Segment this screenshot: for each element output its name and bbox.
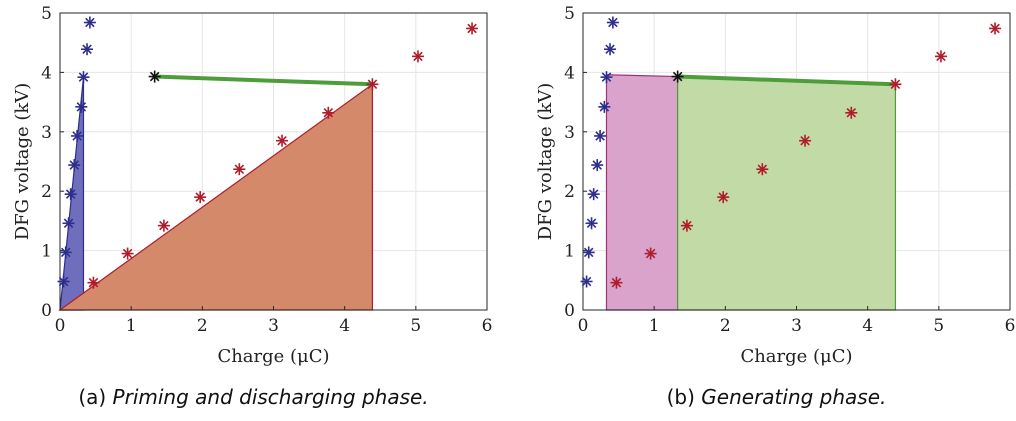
panel-a: 0 1 2 3 4 5 6 0 1 2 3 4 5 Charge (μC) DFG voltage (kV)… [12, 4, 492, 409]
y-tick-label: 3 [564, 123, 575, 143]
data-point [594, 129, 607, 142]
data-point [276, 134, 289, 147]
panel-b: 0 1 2 3 4 5 6 0 1 2 3 4 5 Charge (μC) DFG voltage (kV)… [535, 4, 1015, 409]
y-tick-label: 4 [41, 63, 52, 83]
x-tick-label: 4 [339, 316, 350, 336]
x-axis-label: Charge (μC) [740, 346, 852, 367]
data-point [68, 159, 81, 172]
area-0 [605, 74, 679, 311]
panel-caption: (a) Priming and discharging phase. [78, 385, 428, 409]
data-point [87, 276, 100, 289]
data-point [671, 70, 684, 83]
data-point [62, 217, 75, 230]
x-tick-label: 1 [126, 316, 137, 336]
data-point [57, 275, 70, 288]
y-tick-label: 0 [41, 301, 52, 321]
data-point [591, 159, 604, 172]
x-axis-label: Charge (μC) [217, 346, 329, 367]
data-point [322, 106, 335, 119]
data-point [989, 22, 1002, 35]
y-tick-label: 2 [41, 182, 52, 202]
x-tick-label: 0 [55, 316, 66, 336]
data-point [606, 16, 619, 29]
area-1 [677, 75, 897, 311]
x-tick-label: 0 [578, 316, 589, 336]
y-tick-label: 3 [41, 123, 52, 143]
x-tick-label: 2 [720, 316, 731, 336]
line-0 [677, 74, 896, 87]
data-point [717, 191, 730, 204]
data-point [59, 246, 72, 259]
data-point [121, 247, 134, 260]
y-tick-label: 4 [564, 63, 575, 83]
data-point [600, 71, 613, 84]
x-tick-label: 3 [791, 316, 802, 336]
data-point [411, 50, 424, 63]
data-point [644, 247, 657, 260]
y-tick-label: 1 [41, 242, 52, 262]
data-point [889, 78, 902, 91]
data-point [585, 217, 598, 230]
data-point [77, 71, 90, 84]
x-tick-label: 5 [410, 316, 421, 336]
x-tick-label: 1 [649, 316, 660, 336]
x-tick-label: 2 [197, 316, 208, 336]
y-tick-label: 5 [41, 4, 52, 24]
data-point [680, 219, 693, 232]
data-point [598, 100, 611, 113]
data-point [466, 22, 479, 35]
data-point [587, 188, 600, 201]
data-point [366, 78, 379, 91]
y-tick-label: 0 [564, 301, 575, 321]
data-point [64, 188, 77, 201]
data-point [756, 163, 769, 176]
x-tick-label: 6 [1005, 316, 1016, 336]
y-axis-label: DFG voltage (kV) [12, 83, 33, 241]
data-point [610, 276, 623, 289]
data-point [75, 100, 88, 113]
line-0 [154, 74, 373, 87]
data-point [233, 163, 246, 176]
area-1 [58, 83, 374, 311]
x-tick-label: 6 [482, 316, 493, 336]
y-axis-label: DFG voltage (kV) [535, 83, 556, 241]
data-point [71, 129, 84, 142]
data-point [845, 106, 858, 119]
x-tick-label: 3 [268, 316, 279, 336]
data-point [604, 43, 617, 56]
data-point [148, 70, 161, 83]
y-tick-label: 5 [564, 4, 575, 24]
x-tick-label: 4 [862, 316, 873, 336]
data-point [934, 50, 947, 63]
data-point [580, 275, 593, 288]
data-point [83, 16, 96, 29]
y-tick-label: 1 [564, 242, 575, 262]
data-point [194, 191, 207, 204]
data-point [81, 43, 94, 56]
data-point [799, 134, 812, 147]
x-tick-label: 5 [933, 316, 944, 336]
panel-caption: (b) Generating phase. [667, 385, 887, 409]
y-tick-label: 2 [564, 182, 575, 202]
data-point [582, 246, 595, 259]
data-point [157, 219, 170, 232]
